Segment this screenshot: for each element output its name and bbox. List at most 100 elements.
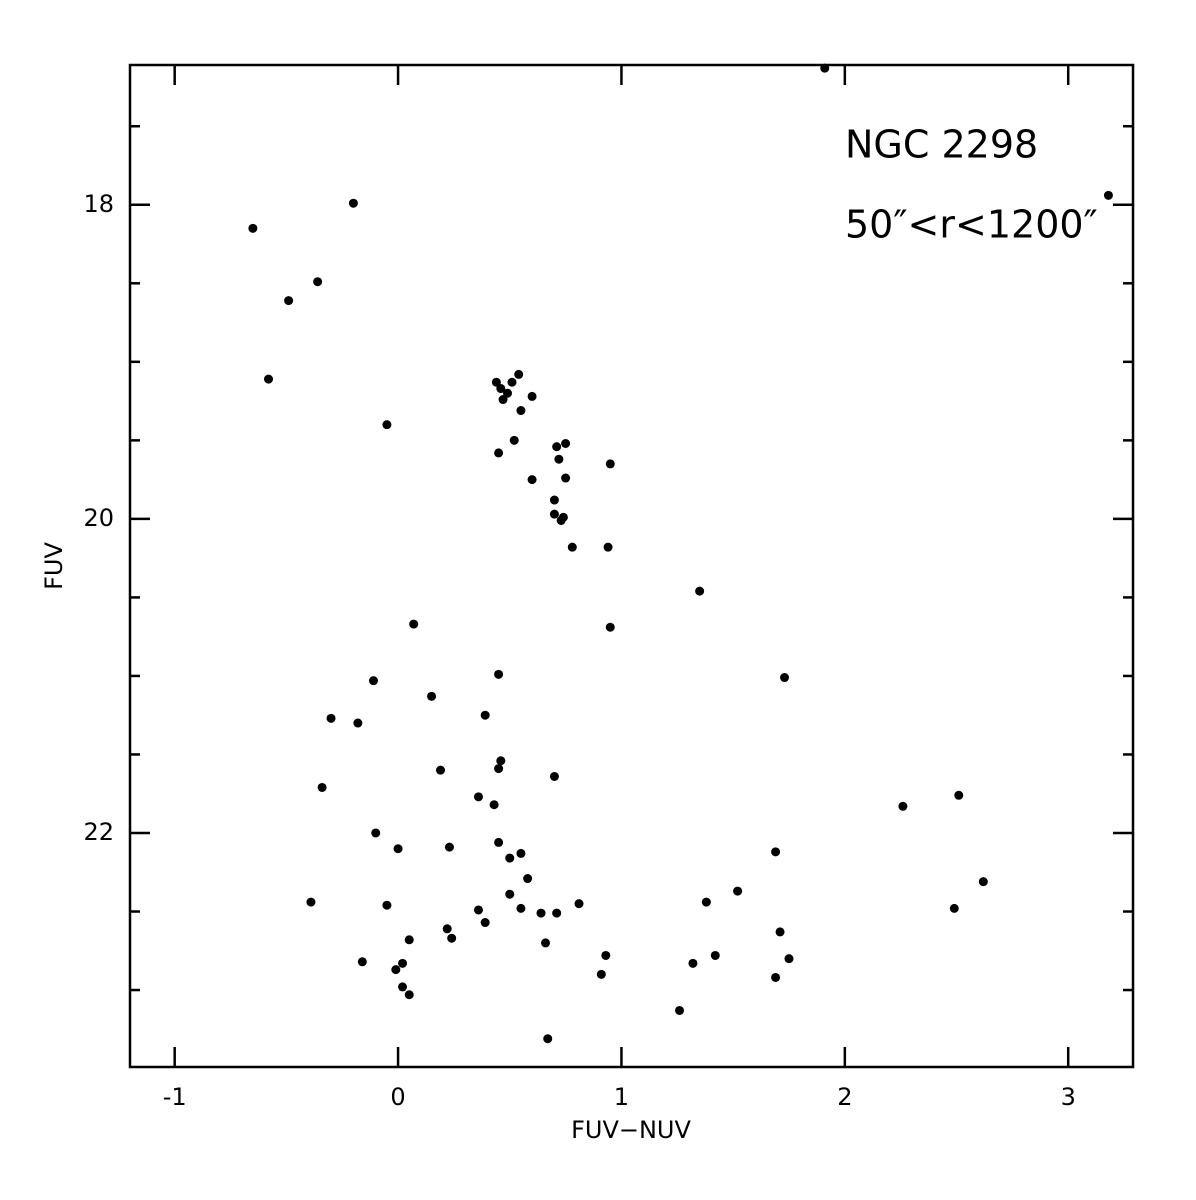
- point: [473, 905, 483, 915]
- point: [391, 965, 401, 975]
- point: [554, 454, 564, 464]
- point: [771, 972, 781, 982]
- point: [552, 442, 562, 452]
- point: [498, 395, 508, 405]
- point: [701, 897, 711, 907]
- point: [494, 837, 504, 847]
- point: [596, 969, 606, 979]
- point: [949, 903, 959, 913]
- point: [978, 877, 988, 887]
- point: [371, 828, 381, 838]
- x-tick-label: -1: [163, 1083, 187, 1111]
- point: [567, 542, 577, 552]
- point: [326, 713, 336, 723]
- point: [516, 903, 526, 913]
- point: [561, 438, 571, 448]
- point: [514, 369, 524, 379]
- point: [527, 475, 537, 485]
- point: [306, 897, 316, 907]
- point: [348, 198, 358, 208]
- annotation: 50″<r<1200″: [845, 203, 1098, 247]
- point: [368, 676, 378, 686]
- point: [494, 764, 504, 774]
- y-tick-label: 20: [83, 504, 114, 532]
- point: [733, 886, 743, 896]
- x-tick-label: 0: [390, 1083, 405, 1111]
- point: [820, 63, 830, 73]
- point: [442, 924, 452, 934]
- point: [688, 958, 698, 968]
- point: [263, 374, 273, 384]
- point: [494, 669, 504, 679]
- point: [710, 950, 720, 960]
- point: [357, 957, 367, 967]
- point: [556, 515, 566, 525]
- y-tick-label: 22: [83, 818, 114, 846]
- point: [954, 790, 964, 800]
- point: [603, 542, 613, 552]
- annotation: NGC 2298: [845, 123, 1038, 167]
- point: [507, 377, 517, 387]
- point: [436, 765, 446, 775]
- point: [398, 958, 408, 968]
- point: [404, 990, 414, 1000]
- point: [503, 388, 513, 398]
- point: [480, 918, 490, 928]
- x-tick-label: 1: [614, 1083, 629, 1111]
- point: [404, 935, 414, 945]
- point: [496, 384, 506, 394]
- point: [549, 771, 559, 781]
- point: [491, 377, 501, 387]
- x-axis-title: FUV−NUV: [571, 1116, 691, 1144]
- point: [284, 296, 294, 306]
- point: [382, 900, 392, 910]
- point: [509, 435, 519, 445]
- point: [574, 899, 584, 909]
- point: [353, 718, 363, 728]
- point: [605, 622, 615, 632]
- point: [771, 847, 781, 857]
- point: [505, 853, 515, 863]
- plot-frame: [128, 63, 1135, 1069]
- point: [1103, 190, 1113, 200]
- point: [480, 710, 490, 720]
- point: [898, 801, 908, 811]
- point: [427, 691, 437, 701]
- point: [695, 586, 705, 596]
- point: [549, 495, 559, 505]
- point: [527, 391, 537, 401]
- point: [447, 933, 457, 943]
- point: [409, 619, 419, 629]
- y-tick-label: 18: [83, 190, 114, 218]
- point: [552, 908, 562, 918]
- point: [775, 927, 785, 937]
- point: [601, 950, 611, 960]
- point: [675, 1005, 685, 1015]
- point: [494, 448, 504, 458]
- point: [561, 473, 571, 483]
- point: [536, 908, 546, 918]
- point: [605, 459, 615, 469]
- point: [382, 420, 392, 430]
- x-tick-label: 2: [837, 1083, 852, 1111]
- point: [313, 277, 323, 287]
- point: [317, 782, 327, 792]
- point: [393, 844, 403, 854]
- point: [516, 848, 526, 858]
- y-axis-title: FUV: [40, 542, 68, 590]
- point: [540, 938, 550, 948]
- point: [505, 889, 515, 899]
- point: [248, 223, 258, 233]
- x-tick-label: 3: [1061, 1083, 1076, 1111]
- point: [496, 756, 506, 766]
- point: [549, 509, 559, 519]
- point: [543, 1034, 553, 1044]
- point: [398, 982, 408, 992]
- point: [473, 792, 483, 802]
- point: [516, 406, 526, 416]
- point: [523, 874, 533, 884]
- point: [784, 954, 794, 964]
- point: [444, 842, 454, 852]
- point: [780, 673, 790, 683]
